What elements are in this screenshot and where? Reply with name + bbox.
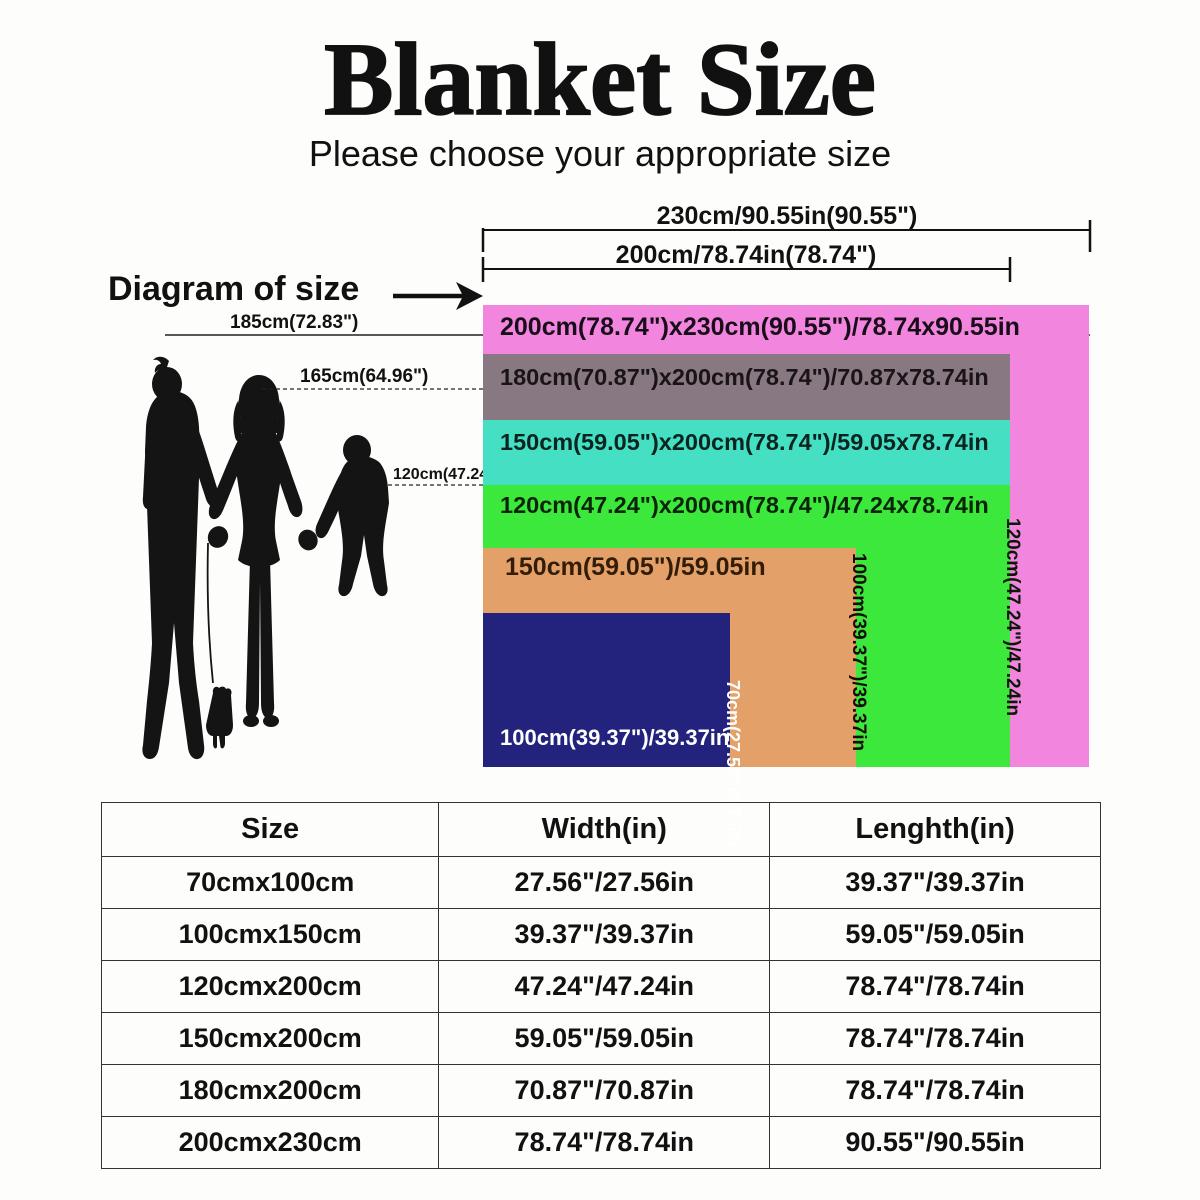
svg-text:100cm(39.37")/39.37in: 100cm(39.37")/39.37in (848, 553, 869, 751)
svg-text:120cm(47.24")/47.24in: 120cm(47.24")/47.24in (1002, 518, 1023, 716)
svg-text:150cm(59.05")/59.05in: 150cm(59.05")/59.05in (505, 553, 766, 581)
svg-text:200cm(78.74")x230cm(90.55")/78: 200cm(78.74")x230cm(90.55")/78.74x90.55i… (500, 313, 1020, 341)
svg-text:120cm(47.24")x200cm(78.74")/47: 120cm(47.24")x200cm(78.74")/47.24x78.74i… (500, 492, 989, 518)
svg-text:180cm(70.87")x200cm(78.74")/70: 180cm(70.87")x200cm(78.74")/70.87x78.74i… (500, 364, 989, 390)
svg-text:150cm(59.05")x200cm(78.74")/59: 150cm(59.05")x200cm(78.74")/59.05x78.74i… (500, 429, 989, 455)
svg-text:100cm(39.37")/39.37in: 100cm(39.37")/39.37in (500, 725, 729, 750)
